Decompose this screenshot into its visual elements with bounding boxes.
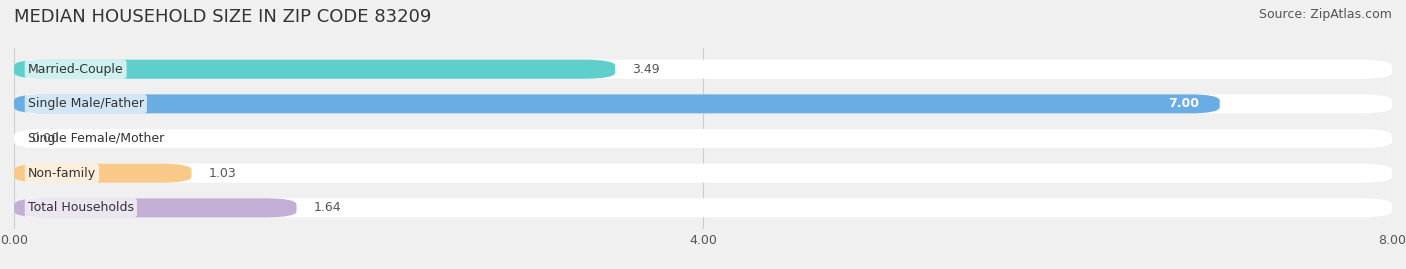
Text: Single Female/Mother: Single Female/Mother [28,132,165,145]
FancyBboxPatch shape [14,164,1392,183]
FancyBboxPatch shape [14,198,297,217]
Text: 7.00: 7.00 [1168,97,1199,110]
Text: Non-family: Non-family [28,167,96,180]
Text: Source: ZipAtlas.com: Source: ZipAtlas.com [1258,8,1392,21]
Text: Married-Couple: Married-Couple [28,63,124,76]
FancyBboxPatch shape [14,198,1392,217]
Text: 1.64: 1.64 [314,201,342,214]
FancyBboxPatch shape [14,164,191,183]
Text: 3.49: 3.49 [633,63,659,76]
FancyBboxPatch shape [14,60,1392,79]
Text: MEDIAN HOUSEHOLD SIZE IN ZIP CODE 83209: MEDIAN HOUSEHOLD SIZE IN ZIP CODE 83209 [14,8,432,26]
FancyBboxPatch shape [14,129,1392,148]
Text: Total Households: Total Households [28,201,134,214]
Text: Single Male/Father: Single Male/Father [28,97,143,110]
FancyBboxPatch shape [14,94,1392,114]
Text: 0.00: 0.00 [31,132,59,145]
FancyBboxPatch shape [14,94,1219,114]
FancyBboxPatch shape [14,60,616,79]
Text: 1.03: 1.03 [208,167,236,180]
